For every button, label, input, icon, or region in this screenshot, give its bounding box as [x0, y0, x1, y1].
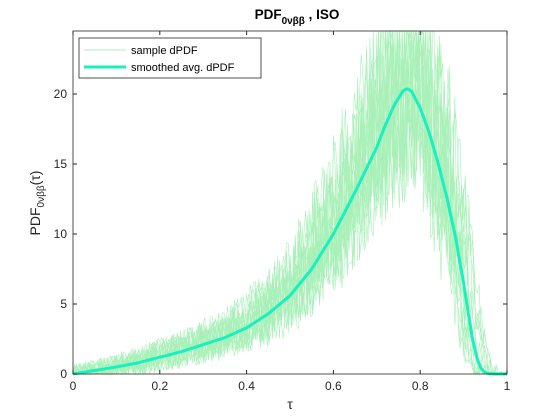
x-axis-label: τ — [287, 396, 293, 412]
y-tick-label: 20 — [54, 87, 68, 101]
sample-lines-group — [72, 30, 508, 376]
x-tick-label: 0.4 — [238, 379, 255, 393]
x-tick-label: 0.2 — [151, 379, 168, 393]
y-tick-label: 0 — [60, 367, 67, 381]
y-axis-label-suffix: (τ) — [27, 171, 43, 186]
y-ticks-group: 0 5 10 15 20 — [54, 87, 507, 381]
y-axis-label-main: PDF — [27, 207, 43, 235]
legend-sample-label: sample dPDF — [131, 45, 198, 57]
sample-dpdf-line — [73, 30, 508, 375]
y-axis-label: PDF0νββ(τ) — [27, 171, 47, 236]
y-tick-label: 5 — [60, 297, 67, 311]
smoothed-avg-dpdf-line — [72, 87, 507, 376]
x-ticks-group: 0 0.2 0.4 0.6 0.8 1 — [70, 31, 511, 393]
smoothed-line-group — [72, 87, 507, 376]
y-tick-label: 10 — [54, 227, 68, 241]
legend-smoothed-label: smoothed avg. dPDF — [131, 62, 235, 74]
x-tick-label: 0 — [70, 379, 77, 393]
sample-dpdf-line — [73, 30, 507, 376]
chart-title-main: PDF — [255, 7, 282, 22]
y-tick-label: 15 — [54, 157, 68, 171]
axes-box — [72, 30, 508, 375]
y-axis-label-sub: 0νββ — [36, 185, 47, 207]
legend: sample dPDF smoothed avg. dPDF — [78, 37, 262, 79]
chart-title-suffix: , ISO — [305, 7, 340, 22]
x-tick-label: 1 — [504, 379, 511, 393]
sample-dpdf-line — [72, 30, 507, 376]
x-tick-label: 0.8 — [412, 379, 429, 393]
chart-title: PDF0νββ , ISO — [255, 7, 340, 27]
legend-box — [78, 37, 262, 79]
x-tick-label: 0.6 — [325, 379, 342, 393]
chart-title-sub: 0νββ — [282, 16, 305, 27]
